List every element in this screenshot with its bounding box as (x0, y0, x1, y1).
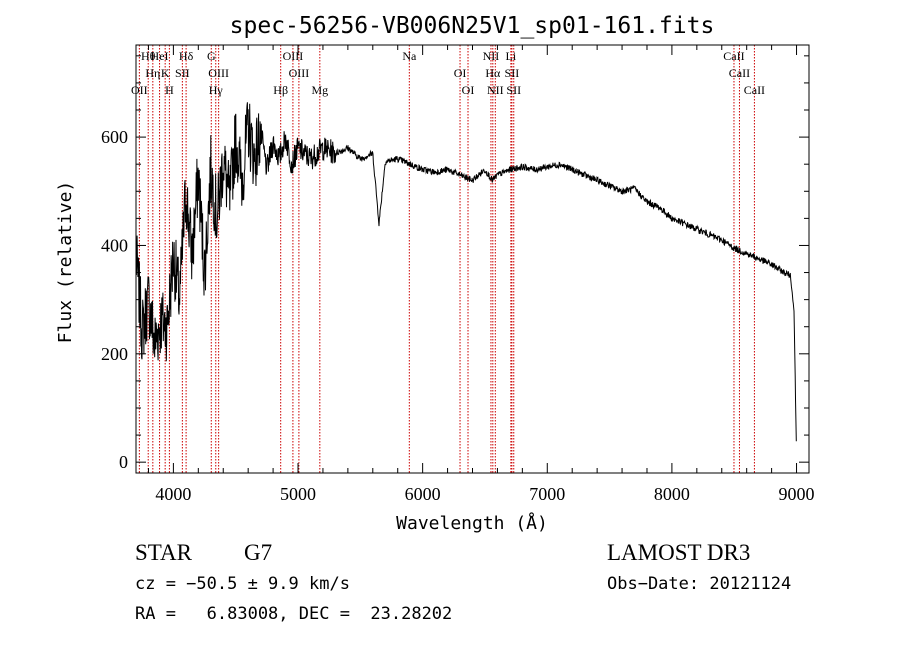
observation-date: Obs−Date: 20121124 (607, 574, 791, 594)
marker-label: OIII (208, 66, 229, 80)
marker-label: Hα (485, 66, 501, 80)
y-tick-label: 200 (101, 344, 128, 364)
marker-label: CaII (729, 66, 750, 80)
marker-label: Na (402, 49, 417, 63)
x-axis-ticks: 4000 5000 6000 7000 8000 9000 (147, 45, 815, 504)
marker-label: OII (131, 83, 148, 97)
y-axis-ticks: 0 200 400 600 (101, 55, 809, 472)
marker-label: K (161, 66, 170, 80)
marker-label: OI (462, 83, 475, 97)
marker-label: CaII (723, 49, 744, 63)
x-axis-label: Wavelength (Å) (396, 512, 548, 534)
spectral-line-markers (138, 45, 755, 473)
marker-label: H (165, 83, 174, 97)
y-tick-label: 600 (101, 127, 128, 147)
marker-label: Hβ (273, 83, 288, 97)
marker-label: Hη (145, 66, 160, 80)
marker-label: NII (483, 49, 500, 63)
spectrum-line (135, 102, 797, 442)
marker-label: OI (454, 66, 467, 80)
marker-label: OIII (283, 49, 304, 63)
object-subclass: G7 (244, 540, 272, 565)
marker-label: HeI (151, 49, 169, 63)
marker-label: Mg (311, 83, 328, 97)
marker-label: OIII (289, 66, 310, 80)
x-tick-label: 4000 (155, 484, 191, 504)
marker-label: CaII (744, 83, 765, 97)
marker-label: Li (506, 49, 517, 63)
x-tick-label: 9000 (779, 484, 815, 504)
chart-title: spec-56256-VB006N25V1_sp01-161.fits (230, 13, 715, 39)
marker-label: SII (175, 66, 190, 80)
redshift-cz: cz = −50.5 ± 9.9 km/s (135, 574, 350, 594)
y-tick-label: 0 (119, 452, 128, 472)
x-tick-label: 8000 (654, 484, 690, 504)
x-tick-label: 7000 (529, 484, 565, 504)
marker-label: SII (506, 83, 521, 97)
spectral-line-labels: HθHηOIIHeIKHHδSIIHγGOIIIHβOIIIOIIIMgNaOI… (131, 49, 765, 97)
marker-label: NII (487, 83, 504, 97)
y-axis-label: Flux (relative) (55, 181, 76, 344)
marker-label: Hθ (141, 49, 156, 63)
plot-frame (135, 44, 810, 474)
marker-label: G (207, 49, 216, 63)
coordinates: RA = 6.83008, DEC = 23.28202 (135, 604, 452, 624)
marker-label: Hγ (209, 83, 224, 97)
y-tick-label: 400 (101, 235, 128, 255)
marker-label: Hδ (179, 49, 194, 63)
x-tick-label: 6000 (405, 484, 441, 504)
object-class: STAR (135, 540, 193, 565)
survey-name: LAMOST DR3 (607, 540, 750, 565)
marker-label: SII (505, 66, 520, 80)
x-tick-label: 5000 (280, 484, 316, 504)
